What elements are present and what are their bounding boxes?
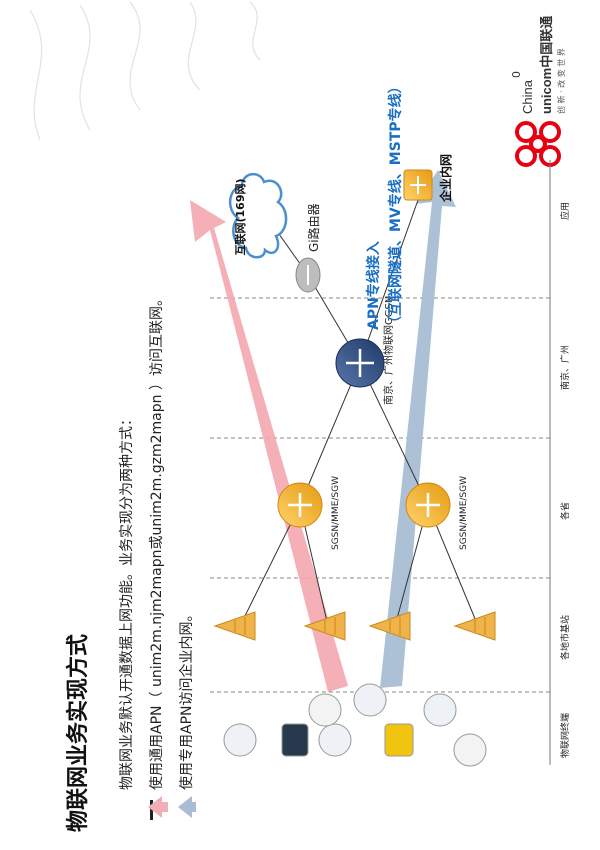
apn-line1-label: APN专线接入 — [365, 241, 382, 330]
column-label-base-stations: 各地市基站 — [559, 615, 571, 660]
red-bullet-arrow — [148, 796, 168, 818]
base-station-icon — [368, 611, 411, 641]
terminal-device-icon — [223, 723, 257, 757]
unicom-logo-icon — [515, 121, 561, 167]
terminal-device-icon — [384, 723, 414, 757]
internet-cloud-icon — [229, 173, 288, 259]
terminal-device-icon — [453, 733, 487, 767]
ggsn-router-arrows-icon — [346, 349, 374, 377]
internet-path-arrow — [190, 200, 348, 692]
internet-label: 互联网(169网) — [233, 178, 247, 255]
gi-router-label: Gi路由器 — [306, 203, 321, 252]
base-station-icon — [453, 611, 496, 641]
ggsn-label: 南京、广州物联网GGSN — [382, 296, 395, 405]
sgsn-top-label: SGSN/MME/SGW — [331, 476, 341, 550]
ggsn-node — [335, 338, 385, 388]
terminal-device-icon — [353, 683, 387, 717]
enterprise-node — [403, 169, 433, 201]
column-label-ggsn-sites: 南京、广州 — [559, 345, 571, 390]
blue-bullet-arrow — [178, 796, 196, 818]
link-line — [299, 362, 361, 506]
base-stations — [213, 611, 496, 641]
terminal-device-icon — [318, 723, 352, 757]
link-line — [239, 504, 301, 627]
sgsn-bottom-label: SGSN/MME/SGW — [459, 476, 469, 550]
private-path-arrow — [380, 170, 456, 688]
base-station-icon — [213, 611, 256, 641]
sgsn-router-arrows-icon — [288, 493, 312, 517]
link-line — [359, 199, 419, 364]
link-line — [359, 362, 429, 506]
sgsn-node-bottom — [405, 482, 451, 528]
gi-router-node — [295, 257, 321, 293]
terminal-device-icon — [423, 693, 457, 727]
bullet-arrows — [148, 796, 196, 818]
column-label-provinces: 各省 — [559, 502, 571, 520]
sgsn-node-top — [277, 482, 323, 528]
base-station-icon — [303, 611, 346, 641]
column-label-application: 应用 — [559, 202, 571, 220]
terminal-device-icon — [281, 723, 309, 757]
enterprise-label: 企业内网 — [438, 154, 453, 203]
terminal-device-icon — [308, 693, 342, 727]
sgsn-router-arrows-icon — [416, 493, 440, 517]
decorative-topo-lines — [29, 1, 261, 141]
apn-line2-label: （互联网隧道、MV专线、MSTP专线） — [387, 79, 404, 330]
iot-terminals — [223, 683, 487, 767]
column-label-terminals: 物联网终端 — [559, 713, 571, 758]
